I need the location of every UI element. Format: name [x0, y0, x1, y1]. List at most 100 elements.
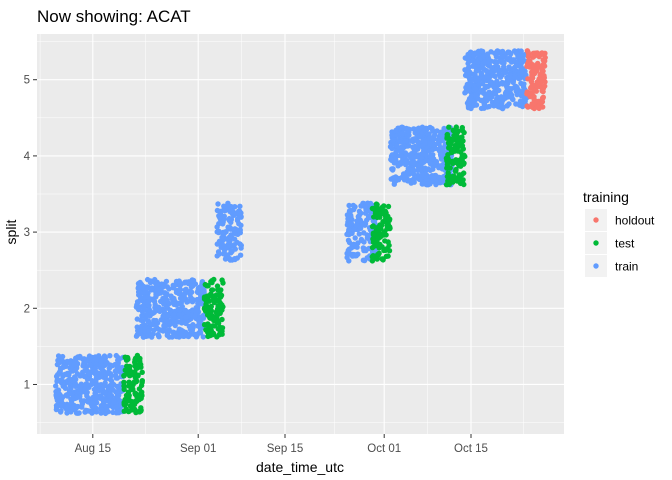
point-train: [433, 158, 440, 165]
point-train: [67, 376, 73, 383]
point-train: [113, 352, 120, 359]
point-train: [217, 211, 224, 217]
point-holdout: [528, 103, 534, 110]
point-train: [115, 395, 121, 401]
point-train: [226, 215, 233, 222]
point-holdout: [538, 77, 544, 84]
point-train: [503, 89, 509, 96]
point-train: [75, 354, 81, 360]
point-holdout: [529, 72, 535, 78]
point-train: [225, 224, 231, 230]
point-train: [508, 93, 514, 100]
point-holdout: [531, 87, 537, 93]
point-train: [419, 172, 425, 178]
point-train: [64, 408, 71, 414]
point-test: [208, 308, 214, 314]
point-train: [483, 83, 489, 90]
x-tick-label: Sep 01: [180, 443, 216, 455]
point-train: [351, 252, 358, 258]
point-test: [460, 161, 467, 167]
point-train: [151, 327, 157, 333]
point-train: [466, 64, 472, 71]
point-train: [148, 287, 155, 293]
point-train: [497, 67, 503, 73]
point-train: [75, 403, 81, 410]
point-train: [221, 243, 227, 249]
point-train: [479, 98, 486, 104]
point-test: [369, 254, 375, 260]
point-train: [176, 312, 182, 318]
point-test: [377, 241, 383, 248]
point-train: [89, 403, 95, 410]
point-train: [184, 299, 190, 305]
point-test: [209, 279, 215, 286]
point-train: [503, 83, 510, 89]
point-train: [473, 92, 479, 98]
point-train: [228, 248, 235, 254]
point-test: [127, 373, 133, 379]
point-train: [144, 276, 151, 283]
point-train: [111, 399, 117, 405]
point-train: [435, 146, 442, 153]
point-train: [521, 84, 527, 91]
point-train: [236, 221, 242, 227]
point-train: [505, 56, 511, 63]
point-holdout: [536, 105, 542, 112]
point-holdout: [530, 67, 536, 73]
point-train: [467, 49, 474, 56]
point-train: [187, 288, 194, 294]
point-train: [415, 127, 421, 134]
point-train: [350, 202, 356, 209]
point-test: [220, 304, 226, 310]
point-train: [427, 160, 433, 167]
point-train: [177, 287, 184, 293]
point-train: [481, 74, 488, 80]
point-test: [460, 138, 466, 144]
point-train: [178, 331, 184, 338]
point-test: [204, 283, 210, 289]
point-train: [387, 144, 394, 150]
point-train: [155, 291, 161, 297]
point-train: [492, 73, 498, 80]
point-train: [462, 72, 469, 79]
point-train: [518, 48, 524, 54]
point-train: [219, 234, 225, 241]
point-train: [84, 393, 90, 399]
point-test: [444, 134, 450, 140]
point-train: [195, 323, 201, 329]
point-train: [393, 127, 399, 133]
point-train: [62, 385, 69, 391]
point-train: [139, 313, 145, 319]
point-train: [226, 239, 232, 245]
point-train: [136, 284, 142, 290]
point-test: [374, 256, 380, 262]
point-train: [468, 93, 475, 99]
point-train: [423, 167, 429, 174]
point-holdout: [535, 50, 541, 57]
point-train: [215, 201, 221, 207]
point-train: [412, 143, 418, 150]
x-tick-label: Oct 15: [454, 443, 488, 455]
point-holdout: [527, 93, 533, 100]
point-train: [501, 64, 507, 70]
point-train: [91, 368, 98, 375]
point-train: [522, 98, 528, 104]
point-test: [457, 180, 464, 187]
point-train: [173, 319, 179, 325]
point-test: [135, 373, 141, 379]
point-test: [121, 383, 128, 390]
point-train: [473, 102, 480, 108]
point-train: [519, 59, 525, 65]
point-test: [455, 136, 461, 142]
point-train: [173, 333, 180, 340]
point-train: [93, 382, 99, 388]
point-train: [85, 399, 91, 405]
point-test: [379, 256, 385, 262]
point-train: [466, 98, 472, 104]
legend-key-train: [593, 263, 599, 269]
point-train: [115, 362, 121, 368]
point-train: [163, 278, 170, 285]
point-train: [184, 279, 190, 285]
point-test: [453, 124, 459, 130]
